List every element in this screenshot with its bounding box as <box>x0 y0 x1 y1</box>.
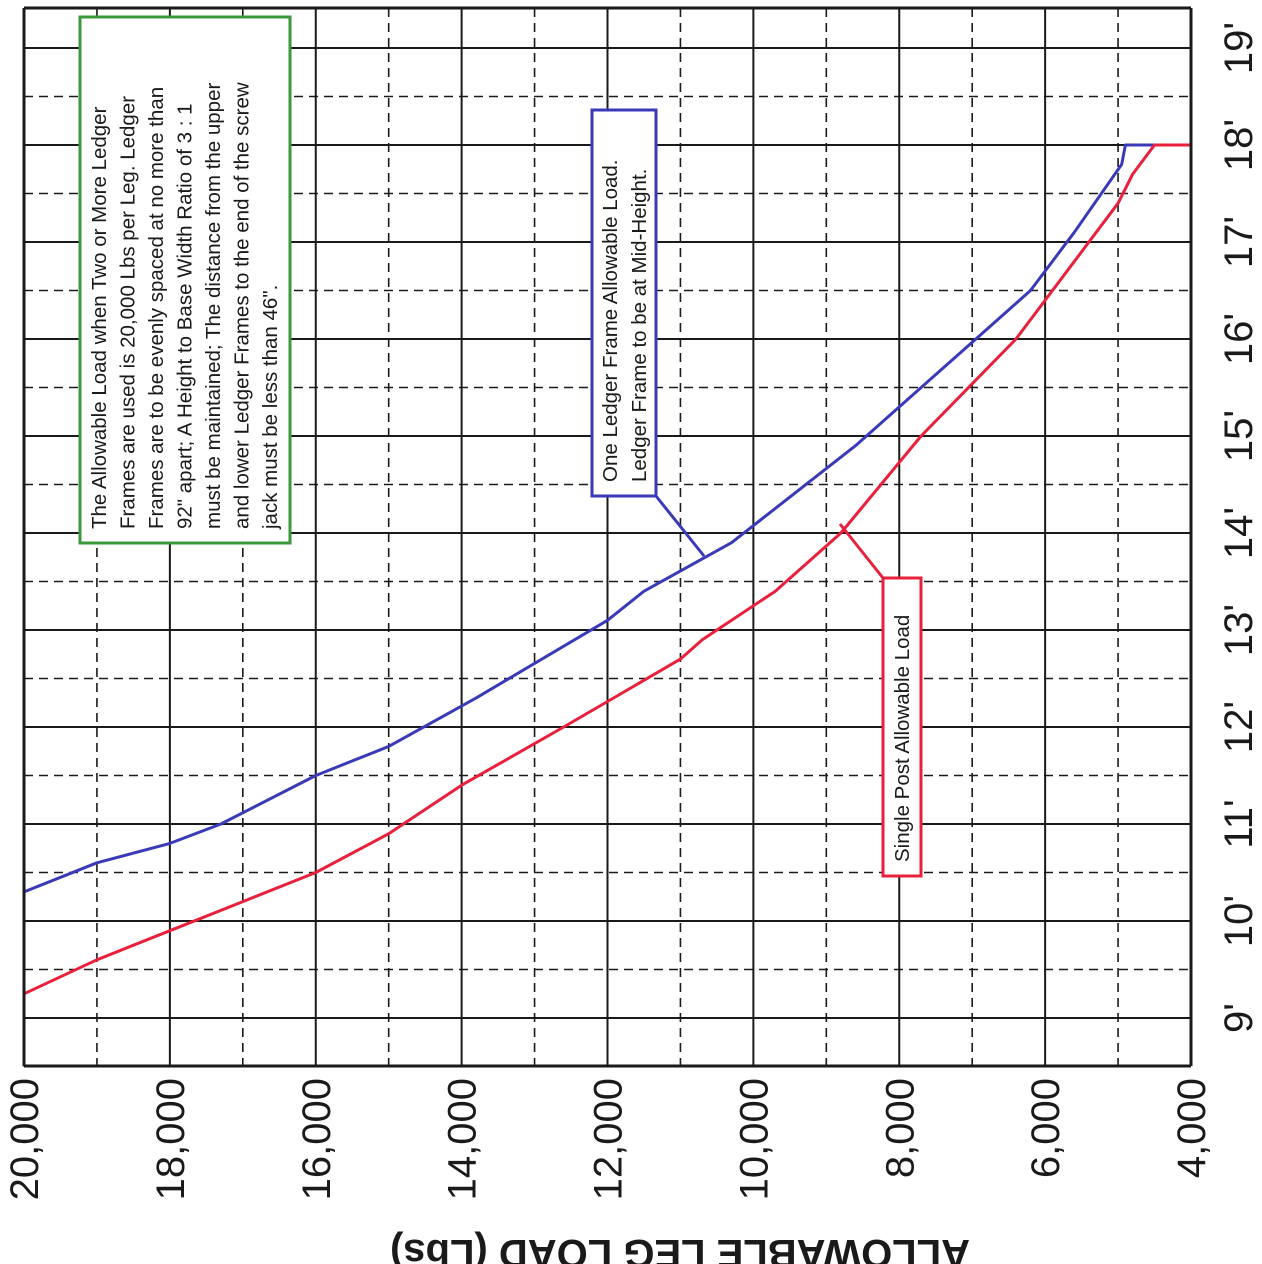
x-tick-label: 16,000 <box>295 1078 339 1200</box>
general-note-line: must be maintained; The distance from th… <box>202 83 225 529</box>
y-tick-label: 10' <box>1217 895 1261 947</box>
annotation-boxes: The Allowable Load when Two or More Ledg… <box>78 15 923 878</box>
y-tick-label: 15' <box>1217 410 1261 462</box>
x-tick-labels: 20,000 18,000 16,000 14,000 12,000 10,000 8,00… <box>3 1078 1214 1200</box>
y-tick-label: 19' <box>1217 22 1261 74</box>
y-tick-labels: 9' 10' 11' 12' 13' 14' 15' 16' 17' 18' 19' <box>1217 22 1261 1033</box>
series-line-red <box>22 143 1191 1067</box>
y-tick-label: 14' <box>1217 507 1261 559</box>
x-tick-label: 14,000 <box>441 1078 485 1200</box>
x-tick-label: 18,000 <box>149 1078 193 1200</box>
y-tick-label: 12' <box>1217 701 1261 753</box>
y-tick-label: 17' <box>1217 216 1261 268</box>
y-tick-label: 13' <box>1217 604 1261 656</box>
general-note-box <box>78 15 292 545</box>
red-label-leader <box>838 523 885 579</box>
red-label-line: Single Post Allowable Load <box>891 615 914 862</box>
series-group <box>22 143 1191 1067</box>
y-tick-label: 18' <box>1217 119 1261 171</box>
general-note-line: Frames are to be evenly spaced at no mor… <box>145 87 168 529</box>
general-note-line: The Allowable Load when Two or More Ledg… <box>88 106 111 529</box>
red-label-box <box>881 576 923 878</box>
x-axis-label: ALLOWABLE LEG LOAD (Lbs) <box>390 1231 970 1264</box>
blue-label-line: Ledger Frame to be at Mid-Height. <box>628 169 651 482</box>
blue-label-box <box>590 108 658 498</box>
x-tick-label: 20,000 <box>3 1078 47 1200</box>
blue-label-leader <box>654 495 706 557</box>
x-tick-label: 6,000 <box>1024 1078 1068 1178</box>
series-line-blue <box>22 143 1155 970</box>
x-tick-label: 12,000 <box>587 1078 631 1200</box>
y-tick-label: 11' <box>1217 799 1261 848</box>
general-note-line: 92" apart; A Height to Base Width Ratio … <box>174 104 197 530</box>
general-note-line: and lower Ledger Frames to the end of th… <box>231 82 254 529</box>
blue-label-line: One Ledger Frame Allowable Load. <box>599 159 622 482</box>
leader-lines <box>654 495 885 579</box>
plot-frame <box>22 6 1193 1068</box>
general-note-line: jack must be less than 46". <box>259 285 282 530</box>
general-note-line: Frames are used is 20,000 Lbs per Leg. L… <box>117 96 140 529</box>
y-tick-label: 9' <box>1217 1003 1261 1033</box>
x-tick-label: 8,000 <box>878 1078 922 1178</box>
x-tick-label: 4,000 <box>1170 1078 1214 1178</box>
y-tick-label: 16' <box>1217 313 1261 365</box>
x-tick-label: 10,000 <box>732 1078 776 1200</box>
